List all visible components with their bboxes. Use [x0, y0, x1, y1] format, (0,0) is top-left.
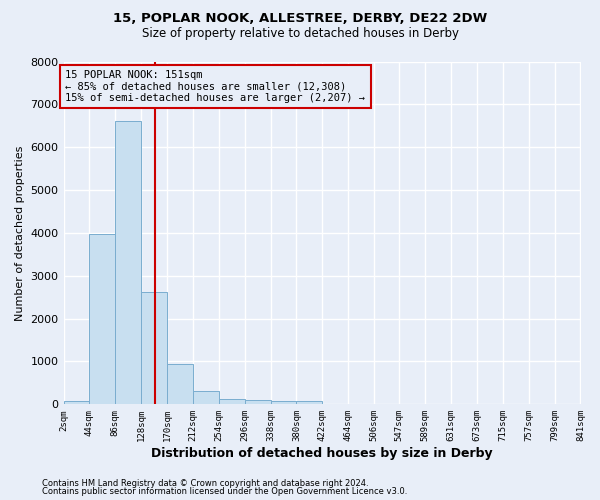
Text: 15 POPLAR NOOK: 151sqm
← 85% of detached houses are smaller (12,308)
15% of semi: 15 POPLAR NOOK: 151sqm ← 85% of detached…: [65, 70, 365, 103]
Bar: [219, 399, 245, 404]
Bar: [89, 234, 115, 404]
Bar: [271, 400, 296, 404]
X-axis label: Distribution of detached houses by size in Derby: Distribution of detached houses by size …: [151, 447, 493, 460]
Text: Contains public sector information licensed under the Open Government Licence v3: Contains public sector information licen…: [42, 487, 407, 496]
Bar: [64, 401, 89, 404]
Text: Contains HM Land Registry data © Crown copyright and database right 2024.: Contains HM Land Registry data © Crown c…: [42, 478, 368, 488]
Bar: [193, 392, 219, 404]
Bar: [245, 400, 271, 404]
Y-axis label: Number of detached properties: Number of detached properties: [15, 145, 25, 320]
Text: 15, POPLAR NOOK, ALLESTREE, DERBY, DE22 2DW: 15, POPLAR NOOK, ALLESTREE, DERBY, DE22 …: [113, 12, 487, 26]
Text: Size of property relative to detached houses in Derby: Size of property relative to detached ho…: [142, 28, 458, 40]
Bar: [141, 292, 167, 405]
Bar: [115, 122, 141, 405]
Bar: [296, 402, 322, 404]
Bar: [167, 364, 193, 405]
